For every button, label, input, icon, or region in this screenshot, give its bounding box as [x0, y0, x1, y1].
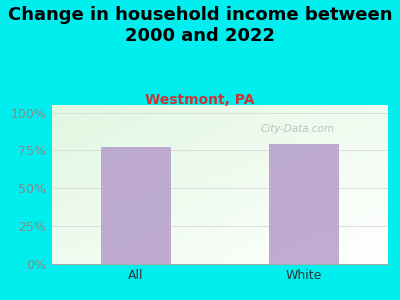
Text: Westmont, PA: Westmont, PA [145, 93, 255, 107]
Text: Change in household income between
2000 and 2022: Change in household income between 2000 … [8, 6, 392, 45]
Bar [269, 144, 339, 264]
Bar [101, 147, 171, 264]
Text: City-Data.com: City-Data.com [260, 124, 334, 134]
